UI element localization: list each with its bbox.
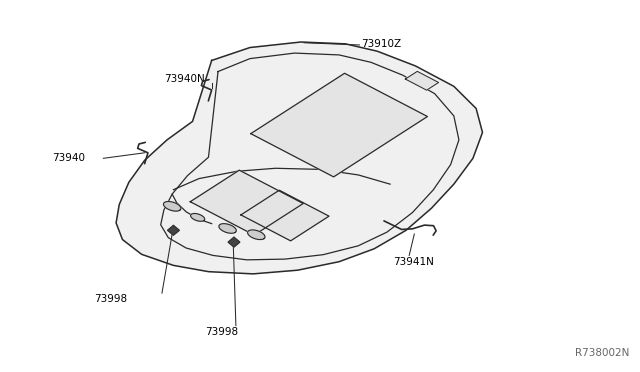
Polygon shape (168, 225, 179, 235)
Polygon shape (248, 230, 265, 240)
Polygon shape (163, 202, 181, 211)
Text: 73940: 73940 (52, 153, 85, 163)
Text: 73941N: 73941N (394, 257, 434, 267)
Polygon shape (219, 224, 236, 233)
Polygon shape (405, 71, 438, 90)
Text: R738002N: R738002N (575, 348, 629, 358)
Polygon shape (191, 214, 205, 221)
Polygon shape (228, 237, 240, 247)
Text: 73998: 73998 (94, 294, 127, 304)
Text: 73940N: 73940N (164, 74, 205, 84)
Polygon shape (116, 42, 483, 274)
Text: 73998: 73998 (205, 327, 239, 337)
Text: 73910Z: 73910Z (362, 39, 401, 49)
Polygon shape (190, 170, 303, 235)
Polygon shape (241, 190, 329, 241)
Polygon shape (251, 73, 428, 177)
